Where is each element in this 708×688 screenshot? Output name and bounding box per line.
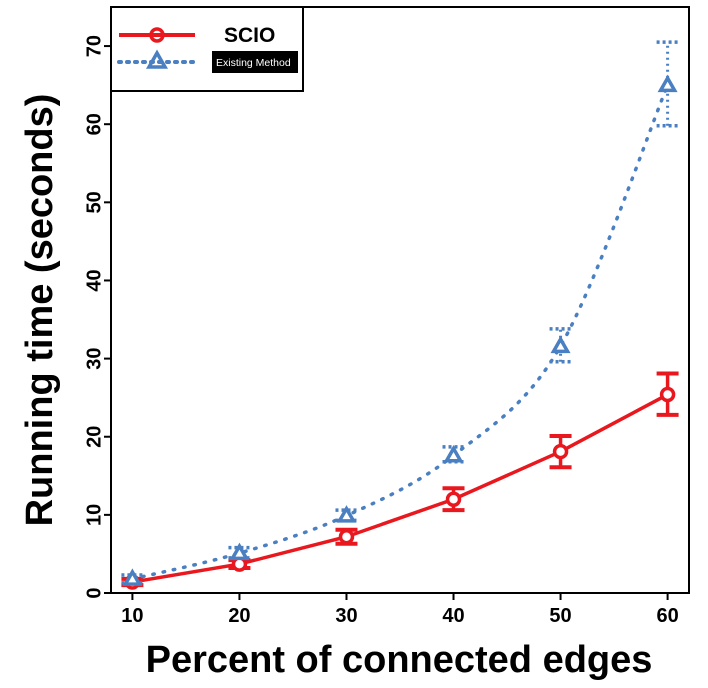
y-tick-label: 60 (83, 113, 105, 135)
x-axis-ticks: 10 20 30 40 50 60 (121, 593, 679, 627)
data-point-scio (552, 443, 569, 460)
y-tick-label: 30 (83, 347, 105, 369)
legend-label-scio: SCIO (224, 24, 275, 47)
y-axis-label: Running time (seconds) (19, 94, 61, 527)
data-point-scio (338, 528, 355, 545)
x-tick-label: 10 (121, 605, 143, 627)
y-tick-label: 40 (83, 269, 105, 291)
legend-label-existing-bg (212, 51, 298, 73)
y-tick-label: 10 (83, 504, 105, 526)
data-point-scio (659, 386, 676, 403)
plot-frame (110, 6, 690, 594)
legend-box (110, 6, 304, 92)
data-point-existing-method (229, 542, 250, 561)
legend: SCIO Existing Method (110, 6, 304, 92)
data-point-existing-method (550, 335, 571, 354)
series-line-scio (132, 392, 669, 584)
y-axis-ticks: 0 10 20 30 40 50 60 70 (83, 35, 111, 599)
y-tick-label: 20 (83, 426, 105, 448)
y-tick-label: 50 (83, 191, 105, 213)
y-tick-label: 70 (83, 35, 105, 57)
data-point-scio (445, 491, 462, 507)
y-tick-label: 0 (83, 587, 105, 598)
legend-marker-existing (145, 49, 169, 69)
legend-marker-scio (149, 27, 165, 43)
x-tick-label: 30 (335, 605, 357, 627)
data-point-existing-method (657, 74, 678, 93)
data-point-existing-method (336, 505, 357, 523)
x-tick-label: 20 (228, 605, 250, 627)
x-tick-label: 40 (442, 605, 464, 627)
x-tick-label: 60 (656, 605, 678, 627)
series-layer (121, 40, 679, 590)
data-point-existing-method (122, 568, 143, 586)
x-axis-label: Percent of connected edges (146, 639, 653, 681)
x-tick-label: 50 (549, 605, 571, 627)
series-line-existing-method (130, 83, 670, 581)
legend-label-existing: Existing Method (216, 57, 291, 69)
data-point-existing-method (443, 444, 464, 463)
